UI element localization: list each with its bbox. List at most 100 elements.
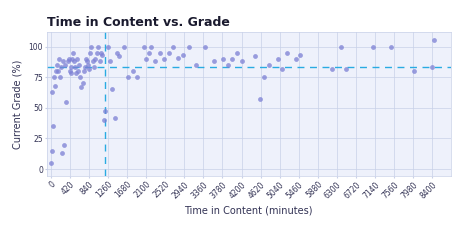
Point xyxy=(111,116,118,120)
Point xyxy=(89,59,96,63)
Point xyxy=(252,54,259,58)
Point xyxy=(59,151,66,155)
Point xyxy=(47,161,55,165)
Point xyxy=(186,45,193,49)
Point xyxy=(78,85,85,89)
Point xyxy=(238,59,245,63)
Point xyxy=(60,143,68,147)
Point xyxy=(129,69,136,73)
Point xyxy=(69,57,76,61)
Point xyxy=(76,63,83,67)
Point xyxy=(50,124,57,128)
Point xyxy=(85,67,93,71)
Point xyxy=(201,45,209,49)
Point xyxy=(113,51,120,55)
Point xyxy=(342,67,350,71)
Point xyxy=(161,57,168,61)
Point xyxy=(256,97,263,101)
Point xyxy=(229,57,236,61)
Point xyxy=(88,45,95,49)
Point xyxy=(56,75,64,79)
Point xyxy=(82,57,89,61)
Point xyxy=(81,65,88,69)
Point xyxy=(147,45,154,49)
Point xyxy=(174,56,182,60)
Point xyxy=(328,67,336,71)
Point xyxy=(265,63,272,67)
Point xyxy=(279,67,286,71)
Point xyxy=(145,51,152,55)
Point xyxy=(140,45,148,49)
Point xyxy=(93,51,100,55)
Point xyxy=(70,59,78,63)
Point xyxy=(57,65,65,69)
Point xyxy=(108,87,116,91)
Point xyxy=(193,63,200,67)
Point xyxy=(60,59,67,63)
Point xyxy=(219,57,227,61)
Point xyxy=(73,57,81,61)
Point xyxy=(80,69,87,73)
Point xyxy=(224,63,232,67)
Point xyxy=(96,59,103,63)
Point xyxy=(64,59,71,63)
Point xyxy=(297,53,304,57)
Point xyxy=(233,51,241,55)
Point xyxy=(338,45,345,49)
Point xyxy=(133,75,141,79)
Point xyxy=(55,57,62,61)
Point xyxy=(428,65,436,69)
Point xyxy=(66,69,73,73)
Point xyxy=(92,57,99,61)
Point xyxy=(65,57,73,61)
Point xyxy=(104,45,112,49)
Point xyxy=(100,118,107,122)
Point xyxy=(152,59,159,63)
Point xyxy=(125,75,132,79)
Point xyxy=(72,65,79,69)
Point xyxy=(48,149,55,153)
Point xyxy=(73,72,80,75)
Point xyxy=(211,59,218,63)
Point xyxy=(179,53,186,57)
Point xyxy=(67,72,74,75)
Point xyxy=(274,57,281,61)
Point xyxy=(410,69,418,73)
Point xyxy=(165,51,173,55)
Point xyxy=(156,51,164,55)
Point xyxy=(115,54,123,58)
Point xyxy=(292,57,299,61)
Point xyxy=(283,51,291,55)
X-axis label: Time in Content (minutes): Time in Content (minutes) xyxy=(185,206,313,216)
Point xyxy=(90,65,98,69)
Point xyxy=(53,63,60,67)
Text: Time in Content vs. Grade: Time in Content vs. Grade xyxy=(46,16,229,29)
Point xyxy=(431,38,438,42)
Point xyxy=(74,69,82,73)
Point xyxy=(94,45,102,49)
Point xyxy=(77,75,84,79)
Point xyxy=(170,45,177,49)
Point xyxy=(51,75,58,79)
Point xyxy=(68,65,75,69)
Point xyxy=(106,59,114,63)
Point xyxy=(79,81,86,85)
Point xyxy=(260,75,268,79)
Point xyxy=(86,51,94,55)
Point xyxy=(102,110,109,113)
Point xyxy=(83,59,90,63)
Point xyxy=(387,45,395,49)
Point xyxy=(49,90,56,94)
Point xyxy=(97,51,105,55)
Point xyxy=(52,69,60,73)
Point xyxy=(369,45,377,49)
Y-axis label: Current Grade (%): Current Grade (%) xyxy=(13,60,23,149)
Point xyxy=(99,53,106,57)
Point xyxy=(54,69,62,73)
Point xyxy=(61,63,69,67)
Point xyxy=(52,84,59,88)
Point xyxy=(84,63,92,67)
Point xyxy=(63,100,70,104)
Point xyxy=(143,57,150,61)
Point xyxy=(70,51,77,55)
